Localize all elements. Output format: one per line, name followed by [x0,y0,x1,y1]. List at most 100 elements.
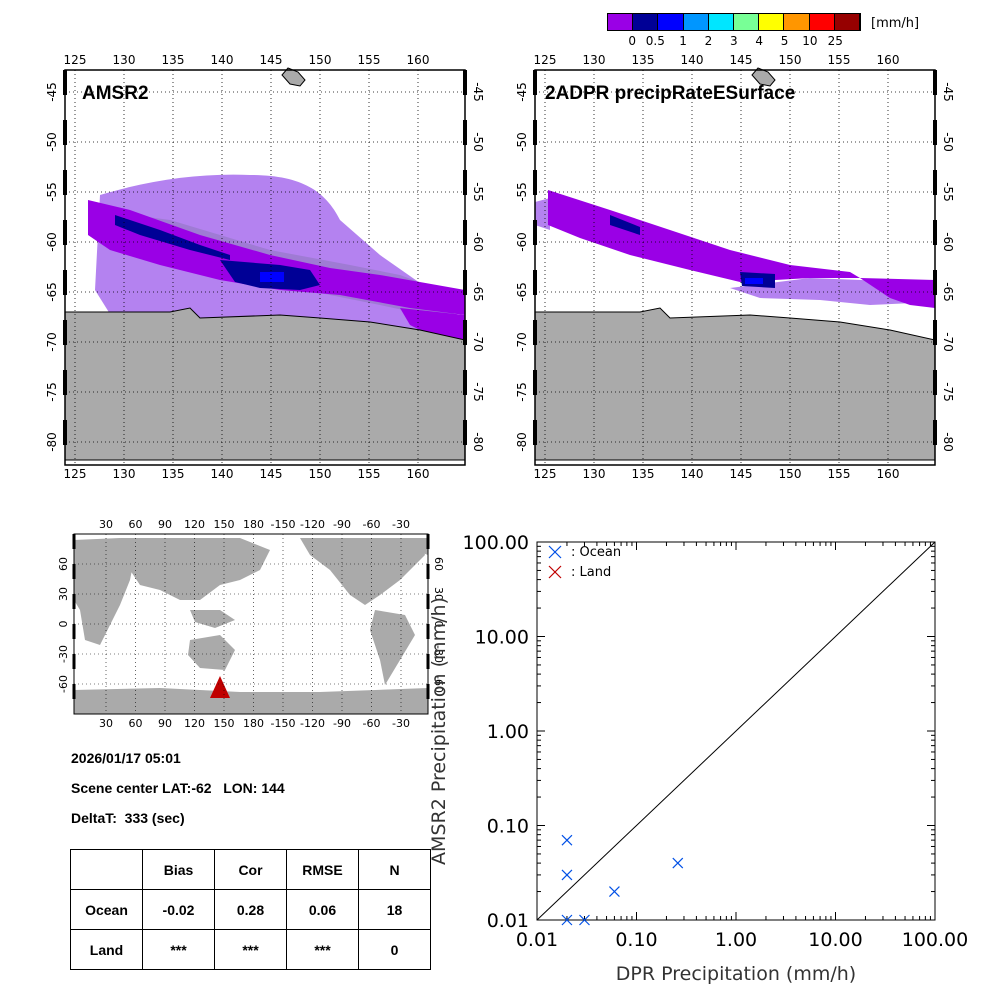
colorbar-tick-label: 3 [730,34,738,48]
colorbar-swatch [633,14,659,30]
lon-tick-label-bottom: 145 [730,467,753,481]
y-axis-label: AMSR2 Precipitation (mm/h) [428,597,450,865]
lat-tick-label-left: -70 [45,332,59,352]
globe-lon-label-bottom: -90 [333,717,351,730]
lon-tick-label-bottom: 130 [583,467,606,481]
lon-tick-label-top: 145 [730,53,753,67]
lon-tick-label-top: 135 [162,53,185,67]
data-point [672,857,684,869]
colorbar-tick-label: 0 [628,34,637,48]
lat-tick-label-right: -80 [471,432,485,452]
stats-header: Cor [214,849,287,890]
marker-stroke [561,834,573,846]
dpr-heavy-band1 [610,215,640,235]
stats-cell: 0 [358,929,431,970]
globe-lon-label-bottom: -60 [363,717,381,730]
y-tick-label: 10.00 [475,627,529,649]
stats-header: N [358,849,431,890]
x-tick-label: 10.00 [808,929,862,951]
scene-center: Scene center LAT:-62 LON: 144 [71,780,285,796]
globe-lon-label-top: 180 [243,518,264,531]
world-map-grid-svg: 30 30 60 60 90 90 120 120 150 150 180 180 -150 -150 -1… [57,518,445,730]
colorbar-tick-label: 2 [704,34,713,48]
legend-marker [548,545,562,559]
globe-lat-label-right: 0 [432,621,445,628]
globe-lat-label-left: -60 [57,675,70,693]
globe-lon-label-bottom: -30 [392,717,410,730]
scene-datetime: 2026/01/17 05:01 [71,750,181,766]
lat-tick-label-right: -80 [941,432,955,452]
globe-lon-label-top: 60 [129,518,143,531]
lon-tick-label-bottom: 140 [211,467,234,481]
colorbar-unit: [mm/h] [871,16,920,31]
lat-tick-label-right: -55 [471,182,485,202]
globe-lat-label-left: 0 [57,621,70,628]
lon-tick-label-top: 150 [779,53,802,67]
lon-tick-label-bottom: 155 [358,467,381,481]
lon-tick-label-bottom: 150 [309,467,332,481]
colorbar-swatch [608,14,634,30]
lon-tick-label-top: 125 [534,53,557,67]
lat-tick-label-left: -50 [515,132,529,152]
marker-stroke [561,869,573,881]
lon-tick-label-top: 135 [632,53,655,67]
lat-tick-label-left: -80 [45,432,59,452]
globe-lat-label-right: -60 [432,675,445,693]
x-tick-label: 1.00 [715,929,757,951]
colorbar-swatch [834,14,861,30]
lat-tick-label-right: -60 [941,232,955,252]
globe-lon-label-bottom: 60 [129,717,143,730]
colorbar-tick-label: 4 [755,34,764,48]
lon-tick-label-top: 145 [260,53,283,67]
colorbar-swatch [658,14,684,30]
lat-tick-label-left: -45 [45,82,59,102]
globe-lon-label-top: 90 [158,518,172,531]
australia [188,635,235,670]
globe-lon-label-top: -30 [392,518,410,531]
marker-stroke [609,886,620,897]
globe-lat-label-left: -30 [57,645,70,663]
lon-tick-label-top: 150 [309,53,332,67]
globe-lon-label-bottom: -150 [271,717,296,730]
asia [120,538,270,600]
lon-tick-label-bottom: 150 [779,467,802,481]
lat-tick-label-right: -45 [471,82,485,102]
colorbar-tick-label: 5 [780,34,789,48]
x-tick-label: 100.00 [902,929,968,951]
colorbar-swatch [708,14,735,30]
data-point [579,914,590,926]
stats-cell: 0.06 [286,889,359,930]
y-tick-label: 0.10 [487,816,529,838]
legend-label: : Ocean [571,545,621,560]
colorbar [607,13,861,31]
marker-stroke [672,857,684,869]
dpr-light-precip [535,198,550,230]
globe-lat-label-right: 30 [432,587,445,601]
colorbar-swatch [683,14,709,30]
lat-tick-label-right: -60 [471,232,485,252]
y-tick-label: 0.01 [487,910,529,932]
globe-lat-label-left: 30 [57,587,70,601]
lat-tick-label-left: -60 [45,232,59,252]
stats-header-row: Bias Cor RMSE N [70,849,431,890]
lat-tick-label-right: -45 [941,82,955,102]
globe-lon-label-bottom: 90 [158,717,172,730]
globe-lon-label-bottom: -120 [300,717,325,730]
dpr-title: 2ADPR precipRateESurface [545,83,796,104]
lat-tick-label-left: -55 [515,182,529,202]
lon-tick-label-top: 155 [358,53,381,67]
marker-stroke [561,914,573,926]
scene-location-marker [210,676,230,698]
globe-lon-label-top: -90 [333,518,351,531]
globe-lon-label-bottom: 150 [214,717,235,730]
world-map: 30 30 60 60 90 90 120 120 150 150 180 180 -150 -150 -1… [40,510,460,740]
dpr-grid-svg: 125 125 130 130 135 135 140 140 145 145 150 150 155 1… [515,53,955,481]
globe-lon-label-top: 30 [99,518,113,531]
amsr2-title: AMSR2 [82,83,149,104]
data-point [561,869,573,881]
lat-tick-label-right: -55 [941,182,955,202]
lon-tick-label-bottom: 135 [162,467,185,481]
globe-lon-label-bottom: 30 [99,717,113,730]
amsr2-map-svg [64,67,466,461]
lat-tick-label-left: -75 [45,382,59,402]
